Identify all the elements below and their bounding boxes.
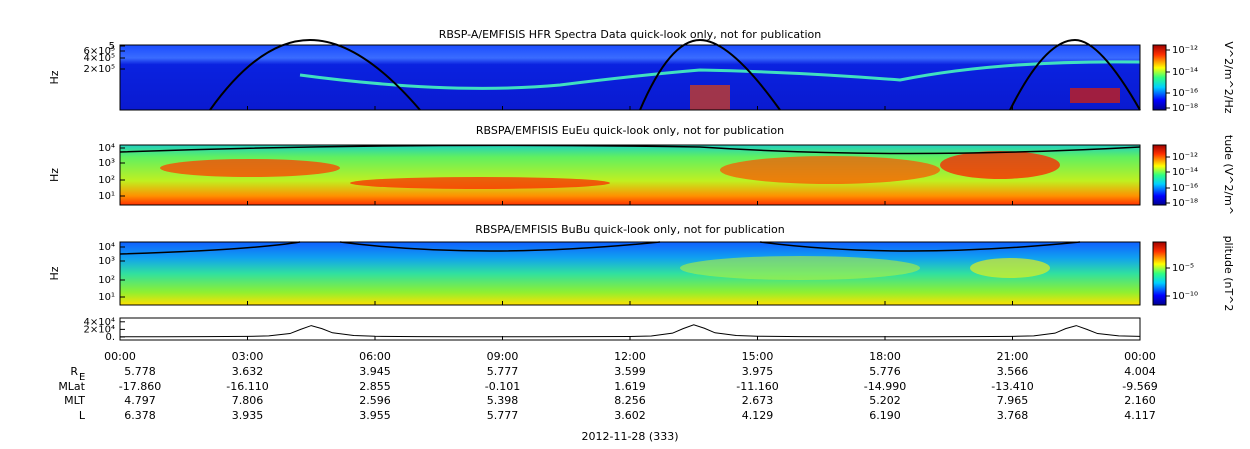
- ephemeris-value: -16.110: [226, 380, 268, 393]
- ephemeris-value: 3.602: [614, 409, 646, 422]
- row-label: MLT: [64, 394, 85, 407]
- colorbar-tick-label: 10⁻¹⁶: [1172, 88, 1198, 99]
- ephemeris-value: 3.975: [742, 365, 774, 378]
- y-tick-label: 6×10⁵: [84, 46, 115, 57]
- ephemeris-value: 5.778: [124, 365, 156, 378]
- colorbar: [1152, 144, 1167, 206]
- colorbar: [1152, 44, 1167, 111]
- y-tick-label: 10³: [98, 158, 115, 169]
- ephemeris-value: 5.202: [869, 394, 901, 407]
- ephemeris-value: 2.160: [1124, 394, 1156, 407]
- y-tick-label: 10⁴: [98, 143, 115, 154]
- x-tick-label: 21:00: [997, 350, 1029, 363]
- ephemeris-value: -0.101: [485, 380, 520, 393]
- ephemeris-value: 2.596: [359, 394, 391, 407]
- ephemeris-value: 3.768: [997, 409, 1029, 422]
- colorbar-tick-label: 10⁻¹²: [1172, 45, 1198, 56]
- colorbar-tick-label: 10⁻¹⁸: [1172, 198, 1198, 209]
- y-tick-label: 10²: [98, 275, 115, 286]
- ephemeris-value: -13.410: [991, 380, 1033, 393]
- row-label: L: [79, 409, 86, 422]
- colorbar-label: V^2/m^2/Hz: [1222, 41, 1235, 113]
- line: [119, 324, 1141, 338]
- x-tick-label: 18:00: [869, 350, 901, 363]
- row-label-subscript: E: [79, 372, 85, 383]
- ephemeris-value: 1.619: [614, 380, 646, 393]
- ephemeris-value: 4.004: [1124, 365, 1156, 378]
- spectrogram-2: [119, 144, 1141, 205]
- y-axis-label: Hz: [48, 168, 61, 182]
- ephemeris-value: -17.860: [119, 380, 161, 393]
- ephemeris-value: -11.160: [736, 380, 778, 393]
- ephemeris-value: 3.935: [232, 409, 264, 422]
- colorbar-tick-label: 10⁻¹⁶: [1172, 183, 1198, 194]
- ephemeris-value: 5.777: [487, 365, 519, 378]
- ephemeris-value: 6.190: [869, 409, 901, 422]
- ephemeris-value: 2.855: [359, 380, 391, 393]
- panel-title: RBSPA/EMFISIS EuEu quick-look only, not …: [476, 124, 784, 137]
- row-label: R: [70, 365, 78, 378]
- ephemeris-value: 2.673: [742, 394, 774, 407]
- x-tick-label: 03:00: [232, 350, 264, 363]
- ephemeris-value: 5.777: [487, 409, 519, 422]
- ephemeris-value: 5.398: [487, 394, 519, 407]
- x-tick-label: 06:00: [359, 350, 391, 363]
- date-label: 2012-11-28 (333): [581, 430, 678, 443]
- colorbar-label: plitude (nT^2: [1222, 236, 1235, 312]
- y-tick-label: 4×10⁴: [84, 317, 115, 328]
- ephemeris-value: 4.117: [1124, 409, 1156, 422]
- ephemeris-value: 7.806: [232, 394, 264, 407]
- y-tick-label: 0.: [105, 332, 115, 343]
- ephemeris-value: 3.599: [614, 365, 646, 378]
- ephemeris-value: -9.569: [1122, 380, 1157, 393]
- ephemeris-value: 4.797: [124, 394, 156, 407]
- x-tick-label: 09:00: [487, 350, 519, 363]
- ephemeris-value: 3.955: [359, 409, 391, 422]
- ephemeris-value: 3.632: [232, 365, 264, 378]
- x-tick-label: 12:00: [614, 350, 646, 363]
- panel-title: RBSP-A/EMFISIS HFR Spectra Data quick-lo…: [439, 28, 822, 41]
- y-tick-label: 2×10⁵: [84, 64, 115, 75]
- ephemeris-value: 3.566: [997, 365, 1029, 378]
- y-tick-label: 10⁴: [98, 242, 115, 253]
- colorbar-tick-label: 10⁻¹⁰: [1172, 291, 1198, 302]
- colorbar: [1152, 241, 1167, 306]
- ephemeris-value: 4.129: [742, 409, 774, 422]
- y-tick-label: 10¹: [98, 292, 115, 303]
- y-tick-label: 4×10⁵: [84, 53, 115, 64]
- ephemeris-value: 7.965: [997, 394, 1029, 407]
- ephemeris-value: -14.990: [864, 380, 906, 393]
- y-tick-label: 10²: [98, 175, 115, 186]
- spectrogram-3: [119, 241, 1140, 305]
- y-axis-label: Hz: [48, 70, 61, 84]
- panel-title: RBSPA/EMFISIS BuBu quick-look only, not …: [475, 223, 785, 236]
- y-tick-label: 10¹: [98, 191, 115, 202]
- colorbar-tick-label: 10⁻¹⁸: [1172, 103, 1198, 114]
- colorbar-label: tude (V^2/m^: [1222, 135, 1235, 215]
- ephemeris-value: 8.256: [614, 394, 646, 407]
- colorbar-tick-label: 10⁻¹⁴: [1172, 167, 1198, 178]
- y-tick-label: 5: [109, 41, 115, 52]
- y-axis-label: Hz: [48, 266, 61, 280]
- colorbar-tick-label: 10⁻¹⁴: [1172, 67, 1198, 78]
- ephemeris-value: 6.378: [124, 409, 156, 422]
- colorbar-tick-label: 10⁻⁵: [1172, 263, 1194, 274]
- spectrogram-1: [120, 38, 1141, 111]
- x-tick-label: 00:00: [1124, 350, 1156, 363]
- y-tick-label: 10³: [98, 256, 115, 267]
- x-tick-label: 00:00: [104, 350, 136, 363]
- y-tick-label: 2×10⁴: [84, 324, 115, 335]
- ephemeris-value: 3.945: [359, 365, 391, 378]
- colorbar-tick-label: 10⁻¹²: [1172, 152, 1198, 163]
- ephemeris-value: 5.776: [869, 365, 901, 378]
- x-tick-label: 15:00: [742, 350, 774, 363]
- row-label: MLat: [58, 380, 85, 393]
